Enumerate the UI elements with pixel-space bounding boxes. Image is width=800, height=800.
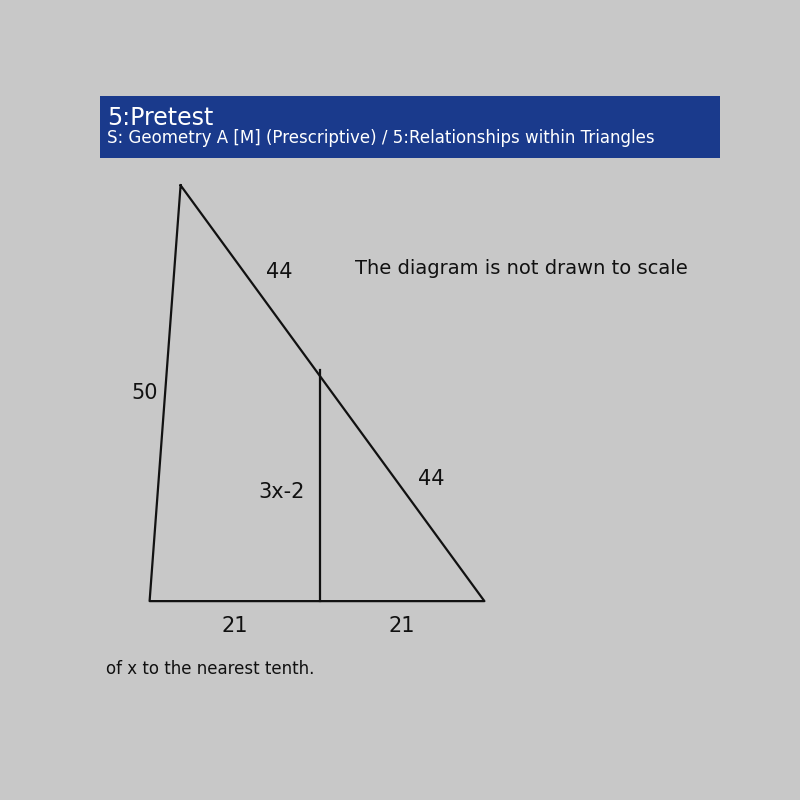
Text: 44: 44 bbox=[266, 262, 292, 282]
Text: 21: 21 bbox=[389, 616, 415, 636]
Text: S: Geometry A [M] (Prescriptive) / 5:Relationships within Triangles: S: Geometry A [M] (Prescriptive) / 5:Rel… bbox=[107, 129, 655, 147]
Text: 50: 50 bbox=[131, 383, 158, 403]
Text: The diagram is not drawn to scale: The diagram is not drawn to scale bbox=[355, 259, 688, 278]
Text: 21: 21 bbox=[222, 616, 248, 636]
Text: 44: 44 bbox=[418, 470, 444, 490]
Text: 5:Pretest: 5:Pretest bbox=[107, 106, 214, 130]
Text: of x to the nearest tenth.: of x to the nearest tenth. bbox=[106, 660, 314, 678]
Text: 3x-2: 3x-2 bbox=[258, 482, 305, 502]
Bar bbox=[100, 96, 720, 158]
